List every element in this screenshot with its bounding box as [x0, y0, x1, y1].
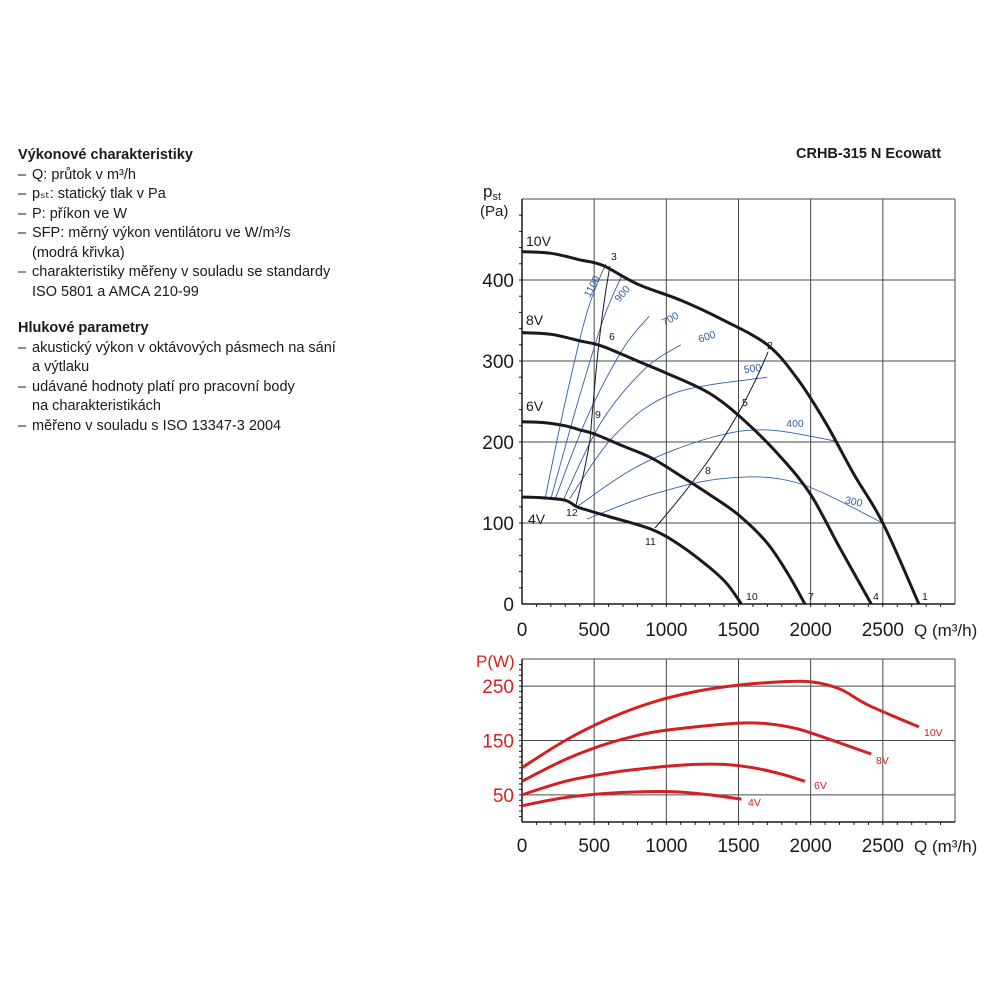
sfp-label: 500: [743, 362, 762, 376]
sfp-label: 300: [844, 494, 864, 509]
sfp-curve: [544, 263, 607, 499]
standards-line-2: ISO 5801 a AMCA 210-99: [32, 283, 199, 300]
x-tick-label: 2500: [862, 620, 904, 641]
noise-item-iso: měřeno v souladu s ISO 13347-3 2004: [18, 417, 438, 437]
noise-item-acoustic: akustický výkon v oktávových pásmech na …: [18, 339, 438, 378]
point-label: 7: [808, 591, 814, 603]
x-tick-label: 500: [578, 836, 610, 857]
y-tick-label: 100: [482, 514, 514, 535]
fan-curve-10v: [521, 250, 921, 605]
perf-item-p: P: příkon ve W: [18, 205, 438, 225]
power-curve-4v: [521, 790, 742, 808]
power-curve-label: 4V: [748, 797, 761, 809]
y-axis-label: P(W): [476, 652, 515, 671]
sfp-curve: [569, 376, 768, 499]
fan-curve-6v: [521, 420, 807, 605]
sfp-curve: [563, 344, 682, 499]
curve-label: 8V: [526, 312, 544, 328]
values-line-2: na charakteristikách: [32, 398, 161, 414]
fan-curve-4v: [521, 495, 743, 605]
x-tick-label: 1500: [717, 620, 759, 641]
x-axis-label: Q (m³/h): [914, 621, 977, 640]
power-curve-6v: [521, 762, 806, 797]
curve-label: 4V: [528, 511, 546, 527]
point-label: 12: [566, 507, 578, 519]
y-tick-label: 150: [482, 732, 514, 753]
sfp-label: 700: [660, 310, 681, 329]
point-label: 6: [609, 331, 615, 343]
noise-item-values: udávané hodnoty platí pro pracovní body n…: [18, 378, 438, 417]
sfp-label: 400: [786, 418, 804, 430]
noise-section: Hlukové parametry akustický výkon v oktá…: [18, 319, 438, 436]
point-label: 8: [705, 465, 711, 477]
curve-label: 6V: [526, 398, 544, 414]
y-tick-label: 250: [482, 677, 514, 698]
perf-item-q: Q: průtok v m³/h: [18, 166, 438, 186]
y-tick-label: 0: [503, 595, 514, 616]
sfp-curve: [554, 316, 650, 499]
sfp-curve: [586, 476, 883, 524]
operating-line-right: [654, 351, 769, 529]
sfp-line-2: (modrá křivka): [32, 244, 125, 261]
perf-item-pst: pₛₜ: statický tlak v Pa: [18, 185, 438, 205]
sfp-line-1: SFP: měrný výkon ventilátoru ve W/m³/s: [32, 225, 291, 241]
x-tick-label: 2500: [862, 836, 904, 857]
x-tick-label: 1000: [645, 836, 687, 857]
y-tick-label: 50: [493, 786, 514, 807]
fan-curve-8v: [521, 331, 873, 605]
point-label: 2: [767, 340, 773, 352]
point-label: 5: [742, 397, 748, 409]
performance-heading: Výkonové charakteristiky: [18, 147, 193, 163]
y-axis-label: pst: [483, 182, 501, 203]
x-tick-label: 0: [517, 620, 528, 641]
noise-list: akustický výkon v oktávových pásmech na …: [18, 339, 438, 437]
x-tick-label: 1000: [645, 620, 687, 641]
x-tick-label: 2000: [790, 620, 832, 641]
legend-panel: Výkonové charakteristiky Q: průtok v m³/…: [18, 146, 438, 436]
x-tick-label: 500: [578, 620, 610, 641]
model-title: CRHB-315 N Ecowatt: [796, 146, 942, 162]
power-curve-label: 8V: [876, 755, 889, 767]
point-label: 1: [922, 591, 928, 603]
x-axis-label: Q (m³/h): [914, 837, 977, 856]
point-label: 9: [595, 409, 601, 421]
y-axis-unit: (Pa): [480, 203, 508, 220]
x-tick-label: 2000: [790, 836, 832, 857]
sfp-label: 900: [612, 283, 633, 304]
y-tick-label: 200: [482, 433, 514, 454]
acoustic-line-1: akustický výkon v oktávových pásmech na …: [32, 339, 336, 356]
sfp-label: 600: [697, 329, 718, 346]
point-label: 10: [746, 591, 758, 603]
sfp-curve: [550, 275, 623, 499]
x-tick-label: 0: [517, 836, 528, 857]
point-label: 4: [873, 591, 879, 603]
point-label: 3: [611, 251, 617, 263]
values-line-1: udávané hodnoty platí pro pracovní body: [32, 378, 295, 395]
standards-line-1: charakteristiky měřeny v souladu se stan…: [32, 264, 331, 280]
x-tick-label: 1500: [717, 836, 759, 857]
power-curve-label: 6V: [814, 780, 827, 792]
performance-list: Q: průtok v m³/h pₛₜ: statický tlak v Pa…: [18, 166, 438, 303]
power-curve-label: 10V: [924, 727, 943, 739]
y-tick-label: 300: [482, 352, 514, 373]
power-curve-8v: [521, 721, 872, 783]
point-label: 11: [645, 536, 656, 548]
perf-item-standards: charakteristiky měřeny v souladu se stan…: [18, 263, 438, 302]
acoustic-line-2: a výtlaku: [32, 359, 90, 375]
operating-line-left: [575, 265, 611, 506]
y-tick-label: 400: [482, 271, 514, 292]
perf-item-sfp: SFP: měrný výkon ventilátoru ve W/m³/s (m…: [18, 224, 438, 263]
power-curve-10v: [521, 679, 920, 769]
sfp-curve: [576, 429, 840, 508]
curve-label: 10V: [526, 233, 552, 249]
noise-heading: Hlukové parametry: [18, 320, 149, 336]
